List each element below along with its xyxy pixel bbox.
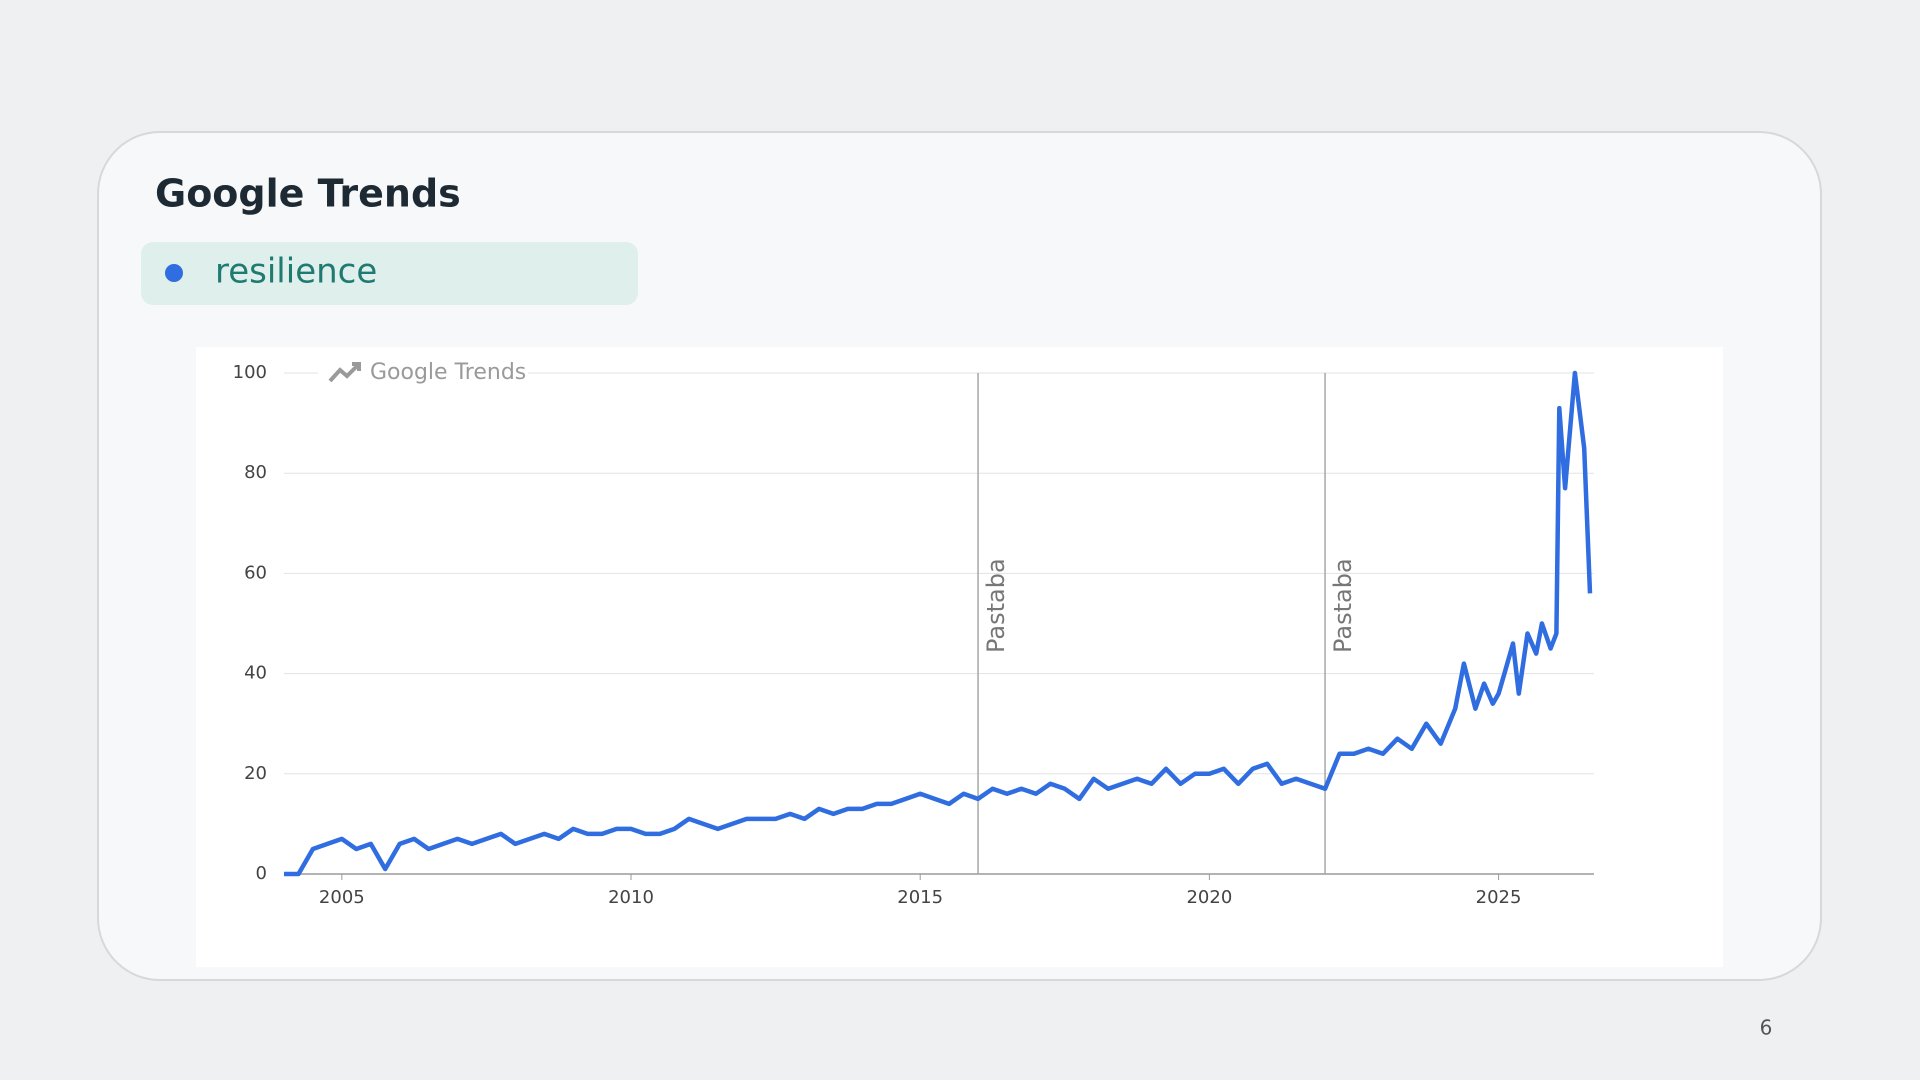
watermark-icon xyxy=(328,362,361,383)
x-tick-label: 2020 xyxy=(1186,887,1232,908)
chart-area xyxy=(196,347,1723,967)
x-tick-label: 2015 xyxy=(897,887,943,908)
y-tick-label: 100 xyxy=(233,362,267,383)
slide-title: Google Trends xyxy=(155,172,461,216)
x-tick-label: 2010 xyxy=(608,887,654,908)
annotation-label: Pastaba xyxy=(982,558,1010,653)
legend-label: resilience xyxy=(215,252,377,292)
x-tick-label: 2005 xyxy=(319,887,365,908)
y-tick-label: 80 xyxy=(244,462,267,483)
page-number: 6 xyxy=(1760,1016,1773,1040)
y-tick-label: 0 xyxy=(256,863,267,884)
y-tick-label: 60 xyxy=(244,562,267,583)
watermark: Google Trends xyxy=(370,360,526,385)
annotation-label: Pastaba xyxy=(1329,558,1357,653)
legend-dot xyxy=(165,264,183,282)
y-tick-label: 40 xyxy=(244,663,267,684)
y-tick-label: 20 xyxy=(244,763,267,784)
series-line xyxy=(284,370,1593,877)
legend-pill xyxy=(141,242,638,305)
x-tick-label: 2025 xyxy=(1476,887,1522,908)
